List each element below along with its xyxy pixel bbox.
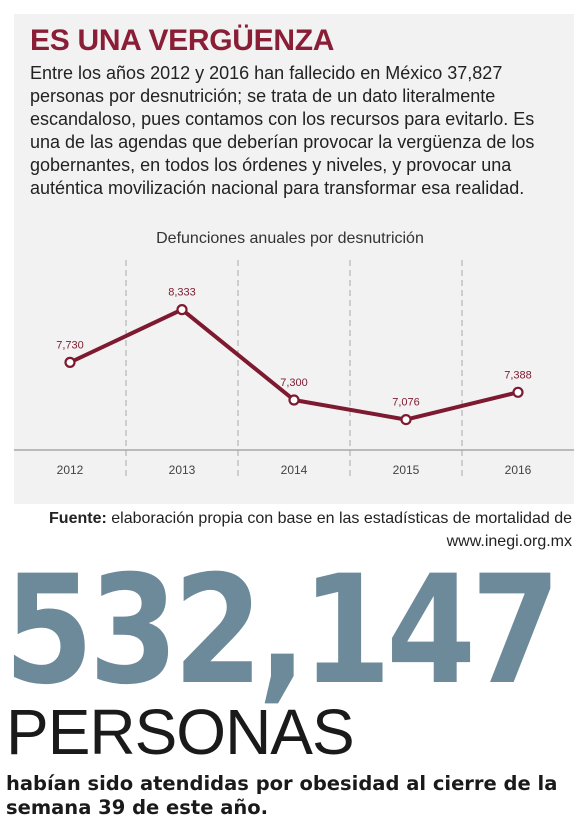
x-tick-label: 2012: [57, 463, 84, 477]
headline: ES UNA VERGÜENZA: [30, 24, 335, 57]
chart-title: Defunciones anuales por desnutrición: [156, 230, 424, 247]
line-chart: 7,730 2012 8,333 2013 7,300 2014 7,076 2015 7,38…: [14, 260, 574, 478]
big-number: 532,147: [4, 544, 561, 718]
data-point: [64, 356, 76, 368]
source-label: Fuente:: [49, 510, 107, 527]
source-text: elaboración propia con base en las estad…: [106, 510, 572, 550]
chart-panel: [14, 14, 574, 504]
data-label: 7,300: [280, 377, 308, 389]
data-label: 7,076: [392, 397, 420, 409]
data-point: [288, 394, 300, 406]
data-label: 7,730: [56, 339, 84, 351]
data-point: [176, 304, 188, 316]
x-tick-label: 2015: [393, 463, 420, 477]
x-tick-label: 2014: [281, 463, 308, 477]
data-label: 8,333: [168, 287, 196, 299]
data-label: 7,388: [504, 369, 532, 381]
x-tick-label: 2013: [169, 463, 196, 477]
data-point: [512, 386, 524, 398]
x-tick-label: 2016: [505, 463, 532, 477]
stat-caption: habían sido atendidas por obesidad al ci…: [6, 772, 558, 819]
intro-paragraph: Entre los años 2012 y 2016 han fallecido…: [30, 63, 535, 198]
data-point: [400, 414, 412, 426]
source-note: Fuente: elaboración propia con base en l…: [12, 507, 572, 553]
big-word: PERSONAS: [6, 696, 355, 768]
